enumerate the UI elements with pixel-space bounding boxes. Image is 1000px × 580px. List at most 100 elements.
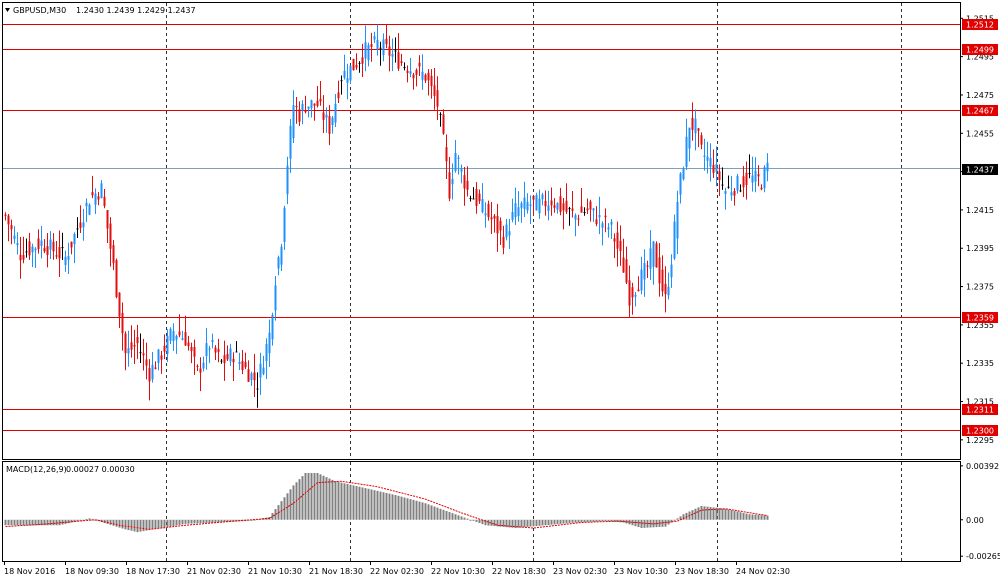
candle-body [253,372,256,381]
macd-bar [505,519,508,528]
macd-bar [517,519,520,528]
macd-bar [739,512,742,520]
candle-body [739,190,742,192]
macd-bar [484,519,487,526]
price-tick-label: 1.2475 [966,91,994,100]
candle-body [373,36,376,40]
candle-body [694,118,697,134]
candle-body [481,198,484,213]
candle-body [562,203,565,211]
macd-label: MACD(12,26,9) [6,465,67,474]
candle-body [703,155,706,157]
macd-bar [178,519,181,525]
candle-body [484,213,487,216]
price-tick-label: 1.2455 [966,129,994,138]
candle-body [241,360,244,371]
chart-menu-triangle-icon[interactable] [5,8,10,12]
candle-body [490,217,493,220]
macd-bar [343,483,346,520]
candle-body [652,241,655,267]
macd-bar [502,519,505,527]
macd-bar [412,499,415,520]
candle-body [433,85,436,96]
macd-bar [271,513,274,520]
candle-body [154,367,157,369]
macd-bar [124,519,127,530]
candle-body [118,292,121,317]
macd-bar [67,519,70,524]
macd-bar [142,519,145,532]
candle-body [397,52,400,69]
price-tick-label: 1.2315 [966,398,994,407]
macd-bar [46,519,49,526]
level-price-tag [962,425,998,436]
candle-body [550,200,553,206]
candle-body [442,114,445,134]
macd-bar [646,519,649,528]
candle-body [517,207,520,216]
macd-bar [313,473,316,520]
macd-bar [757,514,760,520]
candle-body [523,197,526,209]
macd-bar [586,519,589,522]
candle-body [208,348,211,350]
candle-body [532,195,535,200]
candle-body [160,355,163,360]
current-price-tag [962,164,998,175]
time-tick-label: 24 Nov 02:30 [736,567,790,576]
macd-bar [574,519,577,523]
candle-body [574,215,577,220]
macd-bar [139,519,142,532]
candle-body [283,207,286,242]
macd-bar [289,489,292,520]
macd-bar [436,507,439,520]
macd-bar [145,519,148,531]
macd-bar [370,489,373,520]
macd-bar [301,476,304,520]
macd-bar [433,506,436,520]
candle-body [124,333,127,354]
candle-body [310,100,313,108]
candle-body [274,285,277,311]
candle-body [115,260,118,298]
macd-bar [430,505,433,520]
macd-bar [508,519,511,528]
candle-body [61,247,64,249]
candle-body [301,103,304,111]
price-tick-label: 1.2495 [966,53,994,62]
macd-bar [307,473,310,520]
macd-bar [724,508,727,520]
candle-body [541,194,544,200]
macd-bar [610,519,613,522]
candle-body [439,114,442,116]
candle-body [331,117,334,126]
macd-bar [73,519,76,522]
candle-body [526,201,529,211]
macd-bar [43,519,46,526]
macd-bar [463,517,466,520]
macd-signal-line [5,480,768,530]
macd-bar [82,519,85,521]
macd-bar [340,482,343,520]
candle-body [133,344,136,347]
macd-bar [352,485,355,520]
candle-body [265,343,268,361]
candle-body [328,116,331,134]
macd-bar [682,514,685,520]
level-price-label: 1.2359 [966,314,994,323]
candle-body [529,204,532,206]
candle-body [610,221,613,225]
candle-body [157,349,160,363]
macd-bar [556,519,559,525]
macd-bar [448,512,451,520]
candle-body [496,216,499,234]
candle-body [427,72,430,81]
candle-body [556,202,559,210]
macd-bar [721,508,724,520]
candle-body [646,265,649,267]
macd-bar [25,519,28,526]
candle-body [667,286,670,296]
macd-bar [511,519,514,528]
candle-body [616,232,619,249]
